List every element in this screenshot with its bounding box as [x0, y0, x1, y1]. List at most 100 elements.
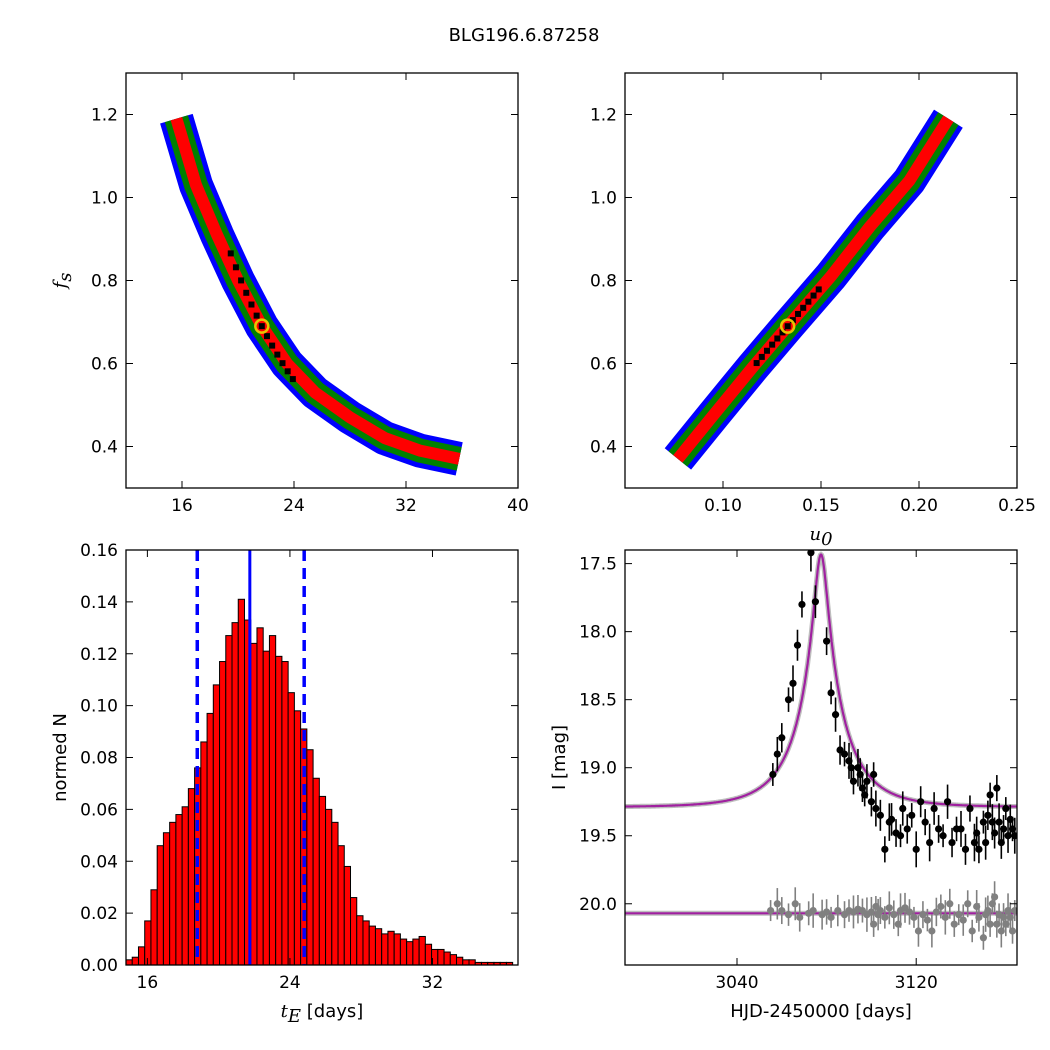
data-point — [979, 818, 988, 826]
plot-frame — [624, 72, 1018, 489]
histogram-bar — [468, 959, 476, 966]
best-region-cell — [284, 368, 291, 375]
best-region-cell — [263, 333, 270, 340]
data-point — [935, 825, 943, 833]
data-point — [863, 777, 871, 785]
y-tick-label: 0.06 — [80, 800, 118, 820]
best-region-cell — [779, 329, 786, 336]
x-tick-label: 0.10 — [704, 496, 742, 516]
x-tick-label: 24 — [279, 973, 301, 993]
y-tick-label: 0.00 — [80, 956, 118, 976]
y-tick-label: 0.4 — [590, 438, 617, 458]
y-tick-label: 19.0 — [579, 759, 617, 779]
y-tick-label: 0.6 — [590, 355, 617, 375]
histogram-bar — [374, 928, 383, 966]
data-point — [778, 906, 786, 915]
model-curve-top — [625, 553, 1017, 808]
histogram-bar — [337, 845, 345, 966]
data-point — [798, 600, 806, 609]
data-point — [943, 798, 952, 806]
plot-frame — [125, 549, 519, 966]
data-point — [793, 641, 802, 649]
histogram-bar — [287, 692, 295, 966]
data-point — [890, 911, 898, 919]
data-point — [769, 770, 777, 779]
data-point — [796, 913, 804, 921]
histogram-bar — [462, 959, 470, 966]
data-point — [995, 818, 1003, 826]
histogram-bar — [169, 821, 177, 966]
histogram-bar — [156, 845, 164, 966]
data-point — [941, 913, 949, 921]
data-point — [872, 804, 880, 813]
data-point — [887, 815, 896, 824]
data-point — [966, 804, 974, 813]
histogram-bar — [268, 635, 277, 966]
axis-label-subscript: E — [287, 1006, 301, 1027]
data-point — [959, 916, 967, 924]
data-point — [939, 832, 947, 840]
best-region-cell — [238, 277, 245, 284]
histogram-bar — [399, 938, 408, 966]
map-body — [160, 113, 463, 476]
best-region-cell — [789, 317, 796, 324]
best-fit-marker — [254, 318, 270, 334]
data-point — [840, 750, 849, 758]
histogram-bar — [406, 941, 414, 966]
histogram-bar — [306, 749, 314, 966]
y-tick-label: 0.6 — [91, 355, 118, 375]
histogram-bar — [162, 832, 171, 966]
best-region-cell — [289, 376, 296, 383]
histogram-bar — [456, 956, 464, 966]
y-tick-label: 1.0 — [590, 189, 617, 209]
axis-label-subscript: 0 — [821, 529, 832, 550]
data-point — [827, 913, 835, 921]
x-tick-label: 3040 — [715, 973, 758, 993]
data-point — [968, 927, 976, 935]
data-point — [876, 811, 884, 819]
y-tick-label: 0.4 — [91, 438, 118, 458]
data-point — [903, 825, 911, 833]
data-point — [917, 798, 925, 806]
data-point — [784, 696, 793, 704]
histogram-bar — [231, 622, 239, 966]
data-point — [885, 904, 893, 912]
data-point — [1008, 927, 1017, 935]
data-point — [932, 908, 940, 916]
histogram-bar — [393, 933, 401, 966]
x-tick-label: 40 — [507, 496, 529, 516]
best-region-cell — [800, 304, 807, 311]
data-point — [827, 689, 835, 697]
best-region-cell — [805, 298, 812, 305]
data-point — [899, 804, 907, 813]
histogram-bar — [187, 788, 196, 966]
data-point — [823, 908, 831, 916]
data-point — [973, 829, 981, 837]
data-point — [908, 811, 916, 819]
data-point — [928, 927, 936, 935]
best-fit-marker — [779, 318, 796, 334]
histogram-bar — [237, 598, 245, 966]
data-point — [896, 832, 905, 840]
histogram-bar — [250, 642, 258, 966]
plot-frame — [125, 72, 519, 489]
data-point — [784, 911, 793, 919]
x-tick-label: 3120 — [895, 973, 938, 993]
histogram-bar — [449, 954, 458, 966]
histogram-bar — [381, 933, 389, 966]
y-tick-label: 0.16 — [80, 541, 118, 561]
best-region-cell — [227, 250, 234, 257]
data-point — [767, 906, 775, 915]
data-point — [986, 791, 994, 799]
data-point — [823, 637, 831, 645]
data-point — [876, 906, 884, 915]
data-point — [1002, 804, 1010, 813]
lc-body — [625, 550, 1017, 950]
histogram-bar — [131, 956, 139, 966]
histogram-bar — [175, 814, 183, 966]
panel-fs-vs-tE: 16 24 32 40 0.4 0.6 0.8 1.0 1.2 fs — [50, 72, 529, 516]
histogram-bar — [318, 795, 327, 966]
data-point — [912, 845, 920, 853]
map-body — [664, 109, 963, 470]
histogram-bar — [200, 741, 208, 966]
